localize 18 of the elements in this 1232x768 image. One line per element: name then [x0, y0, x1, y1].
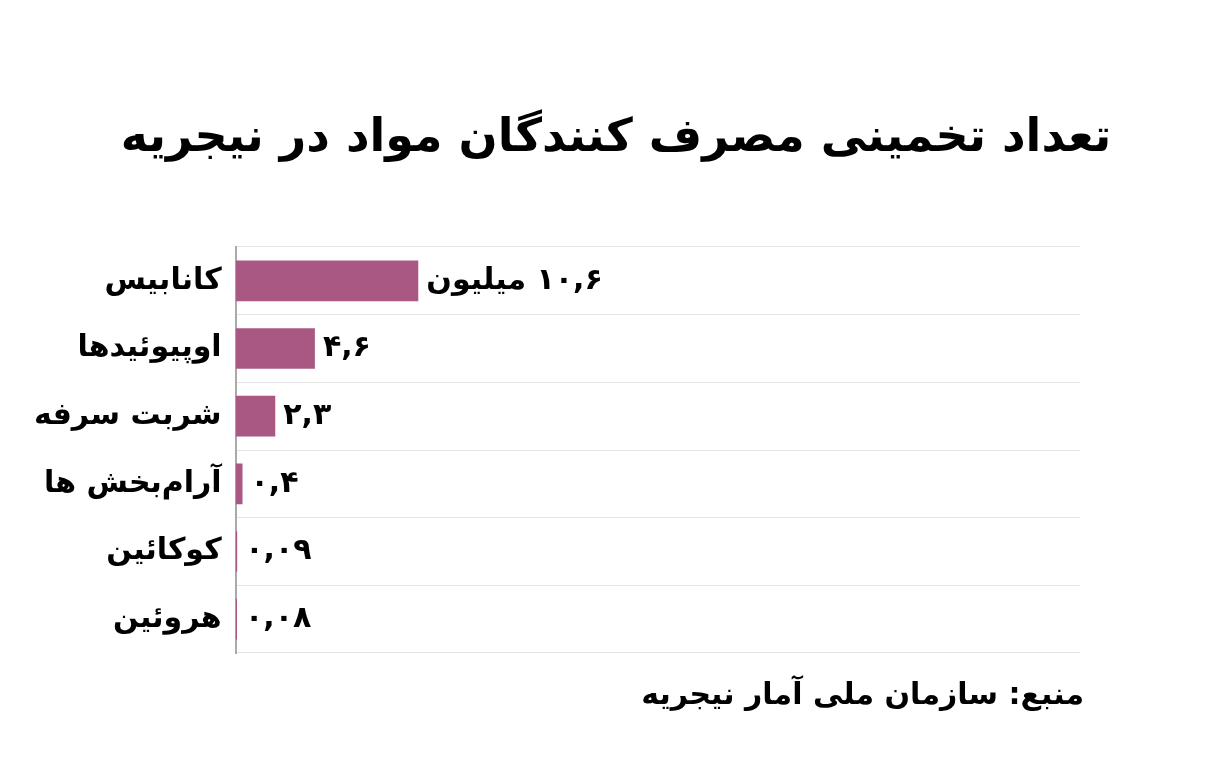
y-tick-label: آرام‌بخش ها: [43, 462, 223, 500]
y-tick-label: کوکائین: [106, 531, 223, 567]
data-label: ۲,۳: [283, 395, 332, 431]
bar: [235, 463, 243, 505]
data-label: ۴,۶: [322, 328, 371, 364]
y-tick-label: شربت سرفه: [33, 395, 222, 431]
y-tick-label: هروئین: [113, 598, 222, 635]
y-tick-label: کانابیس: [104, 260, 223, 296]
bar: [235, 328, 315, 369]
data-label: ۱۰,۶ میلیون: [426, 260, 603, 296]
data-label: ۰,۴: [250, 463, 299, 499]
bar: [235, 260, 419, 302]
text: منبع: سازمان ملی آمار نیجریه: [641, 676, 1084, 711]
data-label: ۰,۰۹: [245, 531, 312, 567]
y-tick-label: اوپیوئیدها: [77, 328, 222, 365]
data-label: ۰,۰۸: [245, 598, 312, 634]
bar: [235, 395, 276, 437]
chart-title: تعداد تخمینی مصرف کنندگان مواد در نیجریه: [119, 108, 1113, 162]
